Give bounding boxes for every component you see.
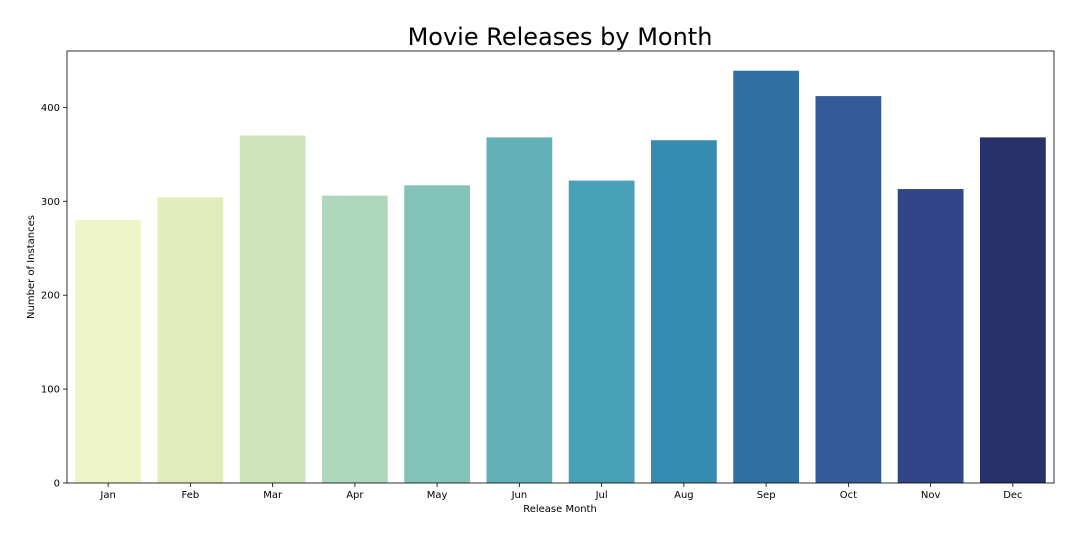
x-tick-label: Feb xyxy=(182,490,200,501)
x-tick-label: Apr xyxy=(346,490,364,501)
y-tick-label: 300 xyxy=(41,197,60,208)
y-tick-label: 400 xyxy=(41,103,60,114)
bar-may xyxy=(404,185,471,484)
bar-jun xyxy=(486,137,553,483)
bar-jul xyxy=(568,180,635,483)
y-axis-label: Number of Instances xyxy=(26,215,37,319)
x-tick-label: Mar xyxy=(263,490,283,501)
bar-mar xyxy=(239,135,306,483)
bar-aug xyxy=(650,140,717,483)
x-tick-label: Oct xyxy=(840,490,857,501)
y-tick-label: 0 xyxy=(54,479,60,490)
bar-feb xyxy=(157,197,224,483)
x-tick-label: Dec xyxy=(1003,490,1022,501)
y-tick-label: 100 xyxy=(41,385,60,396)
bar-nov xyxy=(897,189,964,484)
bar-apr xyxy=(321,195,388,483)
x-tick-label: Jul xyxy=(595,490,608,501)
x-tick-label: Aug xyxy=(674,490,694,501)
x-tick-label: Jan xyxy=(99,490,115,501)
y-axis-ticks: 0 100 200 300 400 xyxy=(41,103,67,490)
x-tick-label: Sep xyxy=(757,490,776,501)
bars-group xyxy=(75,70,1046,484)
x-tick-label: May xyxy=(427,490,448,501)
x-tick-label: Nov xyxy=(921,490,941,501)
bar-jan xyxy=(75,220,142,484)
bar-oct xyxy=(815,96,882,483)
chart-title: Movie Releases by Month xyxy=(408,23,713,51)
bar-sep xyxy=(733,70,800,483)
y-tick-label: 200 xyxy=(41,291,60,302)
x-axis-ticks: Jan Feb Mar Apr May Jun Jul Aug Sep Oct Nov Dec xyxy=(99,483,1023,501)
x-axis-label: Release Month xyxy=(523,504,597,515)
plot-frame xyxy=(66,50,1055,484)
bar-dec xyxy=(979,137,1046,483)
x-tick-label: Jun xyxy=(511,490,528,501)
